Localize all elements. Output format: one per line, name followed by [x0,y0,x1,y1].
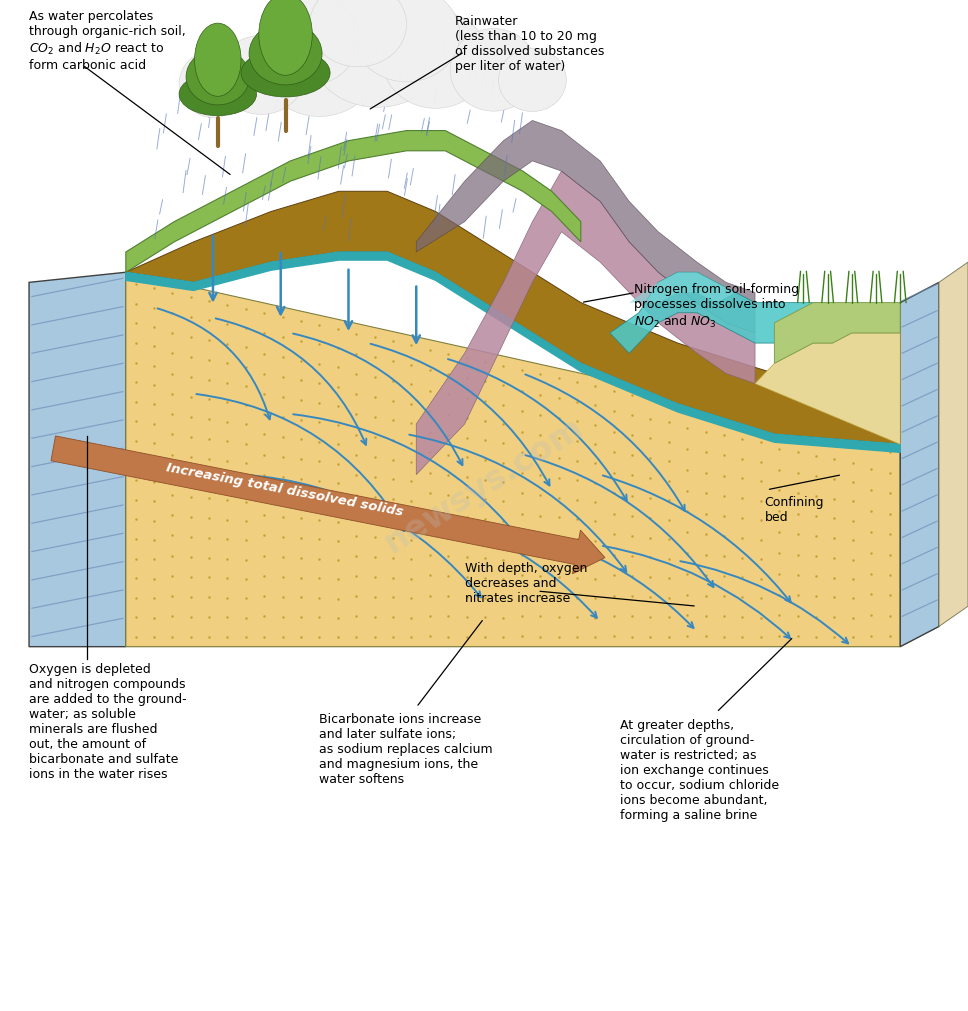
Ellipse shape [195,24,241,97]
Polygon shape [126,627,939,647]
Polygon shape [416,121,755,334]
Text: Oxygen is depleted
and nitrogen compounds
are added to the ground-
water; as sol: Oxygen is depleted and nitrogen compound… [29,662,187,780]
Text: As water percolates
through organic-rich soil,
$CO_2$ and $H_2O$ react to
form c: As water percolates through organic-rich… [29,10,186,72]
Polygon shape [126,253,900,453]
Ellipse shape [261,0,358,86]
Polygon shape [126,131,581,273]
Ellipse shape [261,14,378,117]
Text: Confining
bed: Confining bed [765,495,824,524]
Polygon shape [610,273,832,354]
Polygon shape [939,263,968,627]
Ellipse shape [186,50,250,106]
Polygon shape [416,172,755,475]
Ellipse shape [353,0,460,83]
Text: newsys.com: newsys.com [378,410,590,560]
Text: Nitrogen from soil-forming
processes dissolves into
$NO_2$ and $NO_3$: Nitrogen from soil-forming processes dis… [634,283,800,330]
Ellipse shape [241,50,330,98]
Text: At greater depths,
circulation of ground-
water is restricted; as
ion exchange c: At greater depths, circulation of ground… [620,718,778,821]
Ellipse shape [310,0,407,68]
Text: Bicarbonate ions increase
and later sulfate ions;
as sodium replaces calcium
and: Bicarbonate ions increase and later sulf… [319,713,493,786]
Ellipse shape [218,36,305,115]
Ellipse shape [258,0,313,76]
Ellipse shape [499,50,566,112]
Ellipse shape [310,0,445,108]
Text: Rainwater
(less than 10 to 20 mg
of dissolved substances
per liter of water): Rainwater (less than 10 to 20 mg of diss… [455,15,604,73]
Polygon shape [126,192,900,445]
Polygon shape [755,334,900,445]
Polygon shape [126,273,900,647]
Ellipse shape [179,74,257,116]
Polygon shape [900,283,939,647]
Ellipse shape [450,29,537,112]
Text: Increasing total dissolved solids: Increasing total dissolved solids [166,461,405,519]
Polygon shape [29,273,126,647]
Text: With depth, oxygen
decreases and
nitrates increase: With depth, oxygen decreases and nitrate… [465,561,587,604]
Polygon shape [629,273,736,303]
Polygon shape [774,303,900,364]
Ellipse shape [249,23,322,86]
Ellipse shape [179,52,247,118]
Ellipse shape [382,12,489,109]
FancyArrow shape [51,437,605,574]
